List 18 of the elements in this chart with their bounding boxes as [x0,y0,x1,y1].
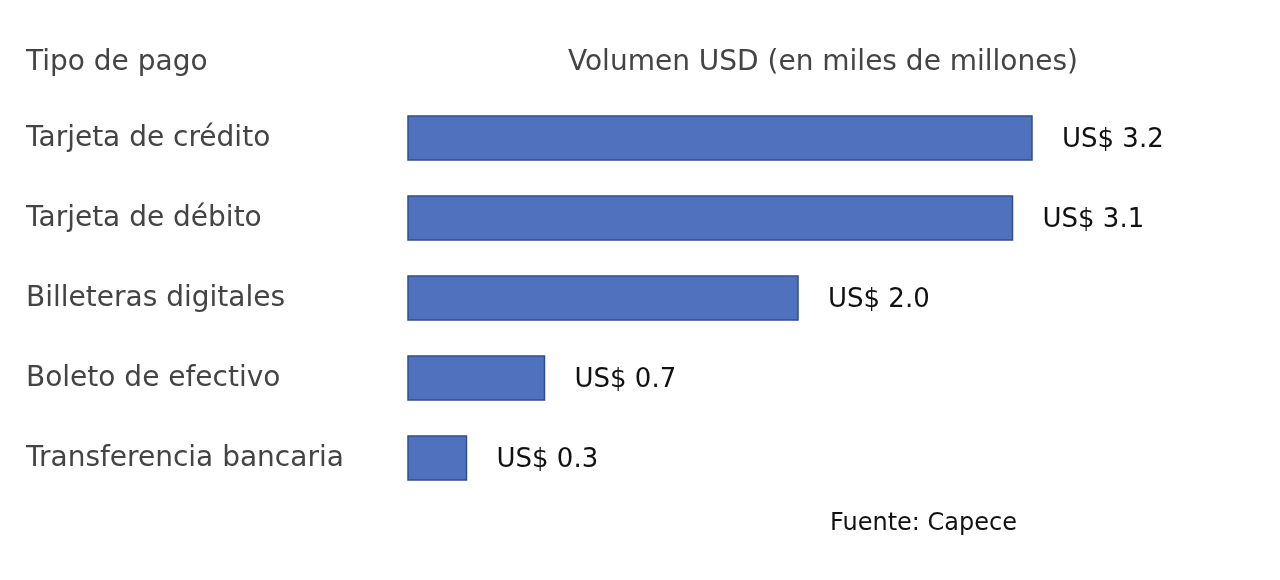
data-label: US$ 3.2 [1062,123,1164,153]
y-tick-label: Transferencia bancaria [25,440,344,473]
source-note: Fuente: Capece [830,508,1017,536]
y-tick-label: Boleto de efectivo [26,360,281,393]
bar [407,275,799,321]
bar [407,355,546,401]
data-label: US$ 0.3 [496,443,599,473]
x-axis-title: Volumen USD (en miles de millones) [568,44,1078,77]
bar [407,435,468,481]
data-label: US$ 2.0 [828,283,930,313]
bar [407,195,1014,241]
data-label: US$ 0.7 [574,363,677,393]
y-axis-title: Tipo de pago [26,44,208,77]
y-tick-label: Billeteras digitales [26,280,285,313]
y-tick-label: Tarjeta de crédito [25,120,271,153]
bar [407,115,1033,161]
y-tick-label: Tarjeta de débito [25,200,262,233]
data-label: US$ 3.1 [1042,203,1145,233]
